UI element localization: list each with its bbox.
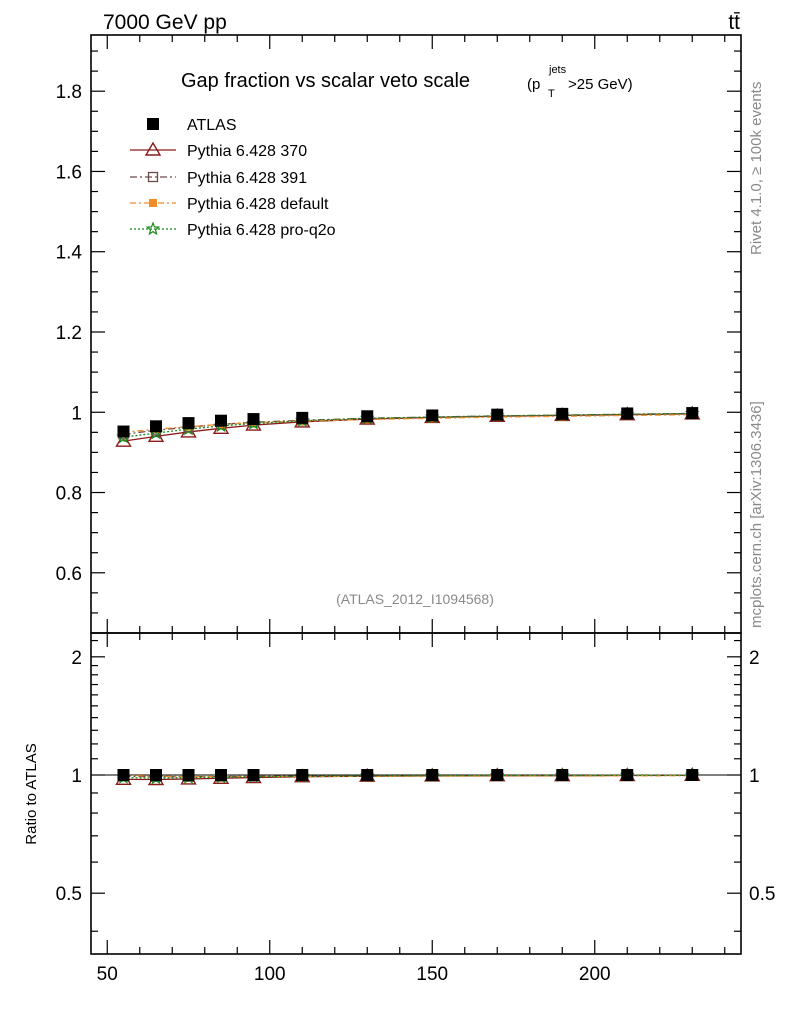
title-superscript: jets bbox=[548, 64, 567, 76]
legend-entry-1: Pythia 6.428 370 bbox=[130, 141, 307, 160]
x-tick-label: 150 bbox=[416, 964, 448, 985]
y-tick-label: 1.4 bbox=[56, 243, 83, 264]
data-point bbox=[361, 410, 374, 423]
data-point bbox=[621, 407, 634, 420]
legend-label: ATLAS bbox=[187, 117, 237, 134]
data-point bbox=[180, 423, 197, 438]
legend-label: Pythia 6.428 pro-q2o bbox=[187, 222, 336, 239]
y-tick-label: 1.8 bbox=[56, 82, 82, 103]
title-subscript: T bbox=[548, 88, 555, 100]
ratio-tick-label: 2 bbox=[71, 648, 82, 669]
data-point bbox=[182, 417, 195, 430]
legend-marker bbox=[149, 199, 157, 207]
y-tick-label: 1.6 bbox=[56, 162, 82, 183]
series-0 bbox=[117, 407, 699, 782]
ratio-tick-label-right: 2 bbox=[749, 648, 760, 669]
legend-entry-3: Pythia 6.428 default bbox=[130, 196, 329, 213]
y-tick-label: 0.6 bbox=[56, 564, 82, 585]
ratio-point bbox=[215, 769, 227, 782]
ratio-series-line bbox=[123, 774, 693, 779]
ratio-point bbox=[150, 769, 162, 782]
data-point bbox=[247, 413, 260, 426]
series-layer bbox=[115, 405, 701, 786]
mcplots-label: mcplots.cern.ch [arXiv:1306.3436] bbox=[748, 401, 765, 628]
process-label: tt̄ bbox=[728, 11, 740, 34]
analysis-watermark: (ATLAS_2012_I1094568) bbox=[336, 591, 494, 607]
ratio-tick-label-right: 0.5 bbox=[749, 884, 775, 905]
legend-entry-0: ATLAS bbox=[147, 117, 237, 134]
data-point bbox=[150, 420, 162, 433]
ratio-point bbox=[247, 769, 260, 782]
legend-marker bbox=[144, 141, 162, 156]
data-point bbox=[686, 407, 699, 420]
y-tick-label: 1 bbox=[71, 403, 82, 424]
data-point bbox=[215, 414, 227, 427]
x-tick-label: 50 bbox=[97, 964, 118, 985]
legend-marker bbox=[147, 118, 159, 130]
data-point bbox=[556, 407, 569, 420]
ratio-point bbox=[117, 769, 130, 782]
series-line bbox=[123, 412, 693, 435]
legend-label: Pythia 6.428 391 bbox=[187, 170, 307, 187]
ratio-tick-label-right: 1 bbox=[749, 766, 760, 787]
data-point bbox=[296, 411, 309, 424]
data-point bbox=[117, 425, 130, 438]
chart-title: Gap fraction vs scalar veto scale (p jet… bbox=[181, 64, 633, 100]
ratio-point bbox=[361, 769, 374, 782]
ratio-point bbox=[686, 769, 699, 782]
legend-marker bbox=[147, 171, 159, 183]
ratio-point bbox=[426, 769, 439, 782]
legend-label: Pythia 6.428 default bbox=[187, 196, 329, 213]
legend-marker bbox=[145, 221, 161, 236]
x-tick-label: 200 bbox=[579, 964, 611, 985]
legend-entry-4: Pythia 6.428 pro-q2o bbox=[130, 221, 336, 239]
axes: 50 100 150 200 0.6 0.8 1 1.2 1.4 1.6 1.8 0.5 0.5 1 1 2 2 bbox=[56, 35, 775, 985]
legend-label: Pythia 6.428 370 bbox=[187, 143, 307, 160]
rivet-label: Rivet 4.1.0, ≥ 100k events bbox=[748, 82, 765, 255]
series-line bbox=[123, 412, 693, 438]
y-tick-label: 1.2 bbox=[56, 323, 82, 344]
ratio-ylabel: Ratio to ATLAS bbox=[23, 743, 40, 844]
legend: ATLAS Pythia 6.428 370 Pythia 6.428 391 Pyt… bbox=[130, 117, 336, 239]
title-suffix-open: (p bbox=[527, 76, 540, 93]
ratio-point bbox=[296, 769, 309, 782]
title-suffix-close: >25 GeV) bbox=[568, 76, 633, 93]
title-main: Gap fraction vs scalar veto scale bbox=[181, 70, 470, 92]
ratio-point bbox=[621, 769, 634, 782]
ratio-point bbox=[182, 769, 195, 782]
ratio-point bbox=[556, 769, 569, 782]
ratio-tick-label: 0.5 bbox=[56, 884, 82, 905]
ratio-plot-frame bbox=[90, 632, 742, 955]
legend-entry-2: Pythia 6.428 391 bbox=[130, 170, 307, 187]
data-point bbox=[426, 409, 439, 422]
data-point bbox=[491, 408, 504, 421]
ratio-tick-label: 1 bbox=[71, 766, 82, 787]
ratio-point bbox=[491, 769, 504, 782]
x-tick-label: 100 bbox=[254, 964, 286, 985]
y-tick-label: 0.8 bbox=[56, 484, 82, 505]
energy-label: 7000 GeV pp bbox=[103, 11, 227, 34]
